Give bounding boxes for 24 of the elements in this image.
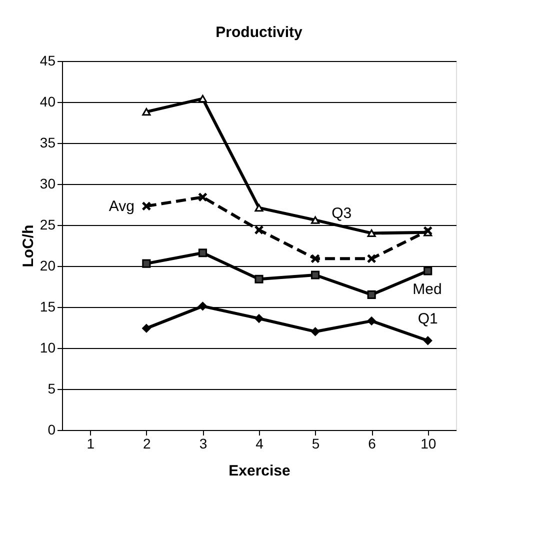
- x-tick-label: 2: [143, 436, 152, 452]
- y-tick-label: 35: [40, 134, 56, 150]
- y-tick-label: 10: [40, 340, 56, 356]
- series-label: Q3: [332, 205, 352, 222]
- y-tick-label: 5: [48, 380, 56, 396]
- series-label: Q1: [418, 310, 438, 328]
- y-tick-label: 0: [48, 422, 56, 438]
- series-label: Avg: [108, 198, 134, 216]
- y-tick-label: 40: [40, 94, 56, 110]
- y-tick-label: 25: [40, 216, 56, 232]
- chart-title: Productivity: [216, 24, 303, 41]
- x-axis-title: Exercise: [228, 462, 290, 480]
- y-tick-label: 15: [40, 298, 56, 314]
- x-tick-label: 10: [420, 436, 436, 452]
- series-label: Med: [412, 280, 442, 298]
- x-tick-label: 1: [86, 436, 95, 452]
- x-tick-label: 4: [256, 436, 264, 452]
- x-tick-label: 5: [312, 436, 320, 452]
- y-tick-label: 45: [40, 52, 56, 68]
- y-tick-label: 20: [40, 258, 56, 274]
- y-axis-title: LoC/h: [20, 224, 37, 268]
- y-tick-label: 30: [40, 176, 56, 192]
- x-tick-label: 3: [199, 436, 208, 452]
- x-tick-label: 6: [368, 436, 376, 452]
